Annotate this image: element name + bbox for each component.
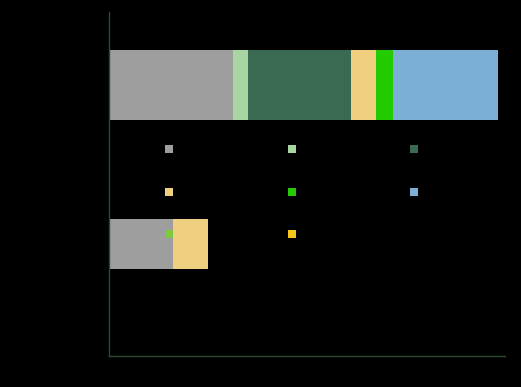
Bar <box>109 50 233 120</box>
Bar <box>351 50 376 120</box>
Bar <box>173 219 208 269</box>
Bar <box>392 50 498 120</box>
Bar <box>109 219 173 269</box>
Bar <box>233 50 248 120</box>
Bar <box>376 50 392 120</box>
Bar <box>248 50 351 120</box>
